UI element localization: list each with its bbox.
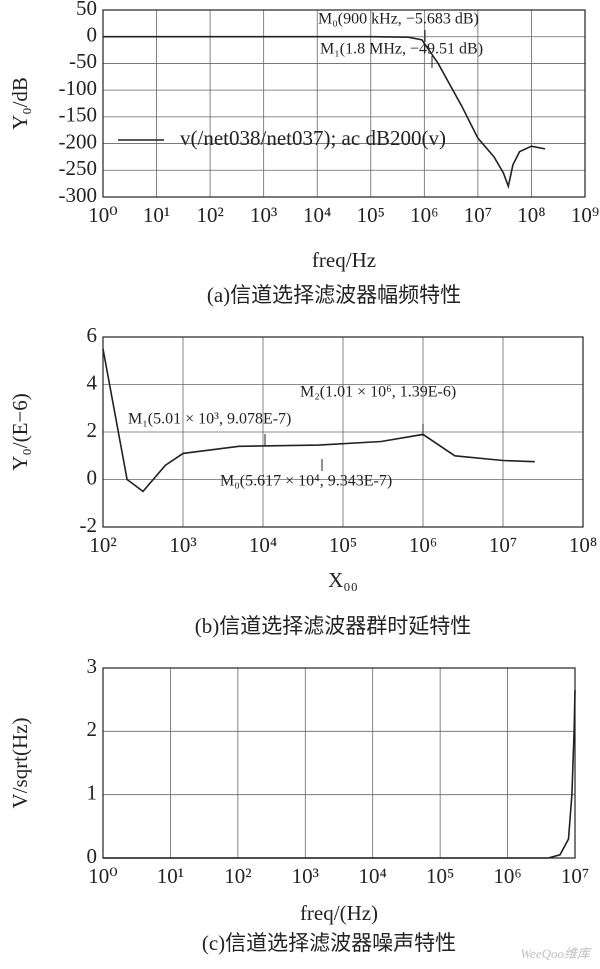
- x-tick-label: 10⁷: [489, 533, 517, 557]
- y-tick-label: -150: [59, 103, 98, 127]
- y-tick-label: -2: [80, 513, 98, 537]
- y-axis-label: Y₀/(E−6): [8, 393, 32, 470]
- y-axis-label: Y₀/dB: [8, 77, 32, 130]
- legend-label: v(/net038/net037); ac dB200(v): [180, 126, 446, 150]
- x-tick-label: 10⁵: [329, 533, 357, 557]
- data-line: [102, 348, 535, 493]
- x-tick-label: 10³: [292, 864, 319, 888]
- y-tick-label: 3: [87, 654, 98, 678]
- x-tick-label: 10⁶: [493, 864, 521, 888]
- x-tick-label: 10¹: [157, 864, 184, 888]
- x-axis-label: freq/Hz: [312, 248, 376, 272]
- y-tick-label: 2: [87, 418, 98, 442]
- x-tick-label: 10⁸: [517, 203, 545, 227]
- x-tick-label: 10⁷: [561, 864, 589, 888]
- x-tick-label: 10²: [224, 864, 251, 888]
- x-tick-label: 10⁶: [410, 203, 438, 227]
- caption: (c)信道选择滤波器噪声特性: [202, 931, 456, 955]
- x-tick-label: 10⁸: [569, 533, 597, 557]
- plot-frame: [102, 667, 576, 859]
- y-tick-label: 0: [87, 844, 98, 868]
- y-tick-label: -250: [59, 156, 98, 180]
- x-tick-label: 10⁵: [357, 203, 385, 227]
- x-tick-label: 10⁴: [359, 864, 387, 888]
- annotation: M₁(5.01 × 10³, 9.078E-7): [128, 411, 291, 428]
- x-tick-label: 10⁴: [303, 203, 331, 227]
- x-tick-label: 10⁴: [249, 533, 277, 557]
- y-tick-label: -200: [59, 129, 98, 153]
- y-tick-label: 4: [87, 370, 98, 394]
- data-line: [103, 690, 576, 859]
- data-line: [103, 35, 546, 190]
- y-tick-label: -300: [59, 183, 98, 207]
- y-tick-label: 0: [87, 23, 98, 47]
- x-tick-label: 10⁰: [88, 203, 117, 227]
- x-axis-label: X₀₀: [328, 568, 358, 592]
- plot-frame: [102, 336, 584, 528]
- x-tick-label: 10⁹: [571, 203, 599, 227]
- plot-frame: [102, 9, 586, 198]
- y-tick-label: -100: [59, 76, 98, 100]
- watermark: WeeQoo维库: [520, 946, 592, 961]
- y-tick-label: -50: [69, 49, 97, 73]
- annotation: M₀(900 kHz, −5.683 dB): [318, 11, 479, 28]
- annotation: M₀(5.617 × 10⁴, 9.343E-7): [220, 473, 392, 490]
- y-axis-label: V/sqrt(Hz): [8, 718, 32, 809]
- caption: (a)信道选择滤波器幅频特性: [207, 283, 461, 307]
- x-axis-label: freq/(Hz): [300, 901, 378, 925]
- y-tick-label: 1: [87, 780, 98, 804]
- y-tick-label: 2: [87, 717, 98, 741]
- x-tick-label: 10⁶: [409, 533, 437, 557]
- x-tick-label: 10⁰: [88, 864, 117, 888]
- y-tick-label: 0: [87, 465, 98, 489]
- x-tick-label: 10²: [89, 533, 116, 557]
- x-tick-label: 10³: [250, 203, 277, 227]
- x-tick-label: 10³: [169, 533, 196, 557]
- annotation: M₁(1.8 MHz, −49.51 dB): [320, 41, 483, 58]
- annotation: M₂(1.01 × 10⁶, 1.39E-6): [300, 384, 456, 401]
- x-tick-label: 10²: [196, 203, 223, 227]
- y-tick-label: 50: [76, 0, 97, 20]
- y-tick-label: 6: [87, 323, 98, 347]
- caption: (b)信道选择滤波器群时延特性: [195, 614, 472, 638]
- x-tick-label: 10⁵: [426, 864, 454, 888]
- x-tick-label: 10¹: [143, 203, 170, 227]
- x-tick-label: 10⁷: [464, 203, 492, 227]
